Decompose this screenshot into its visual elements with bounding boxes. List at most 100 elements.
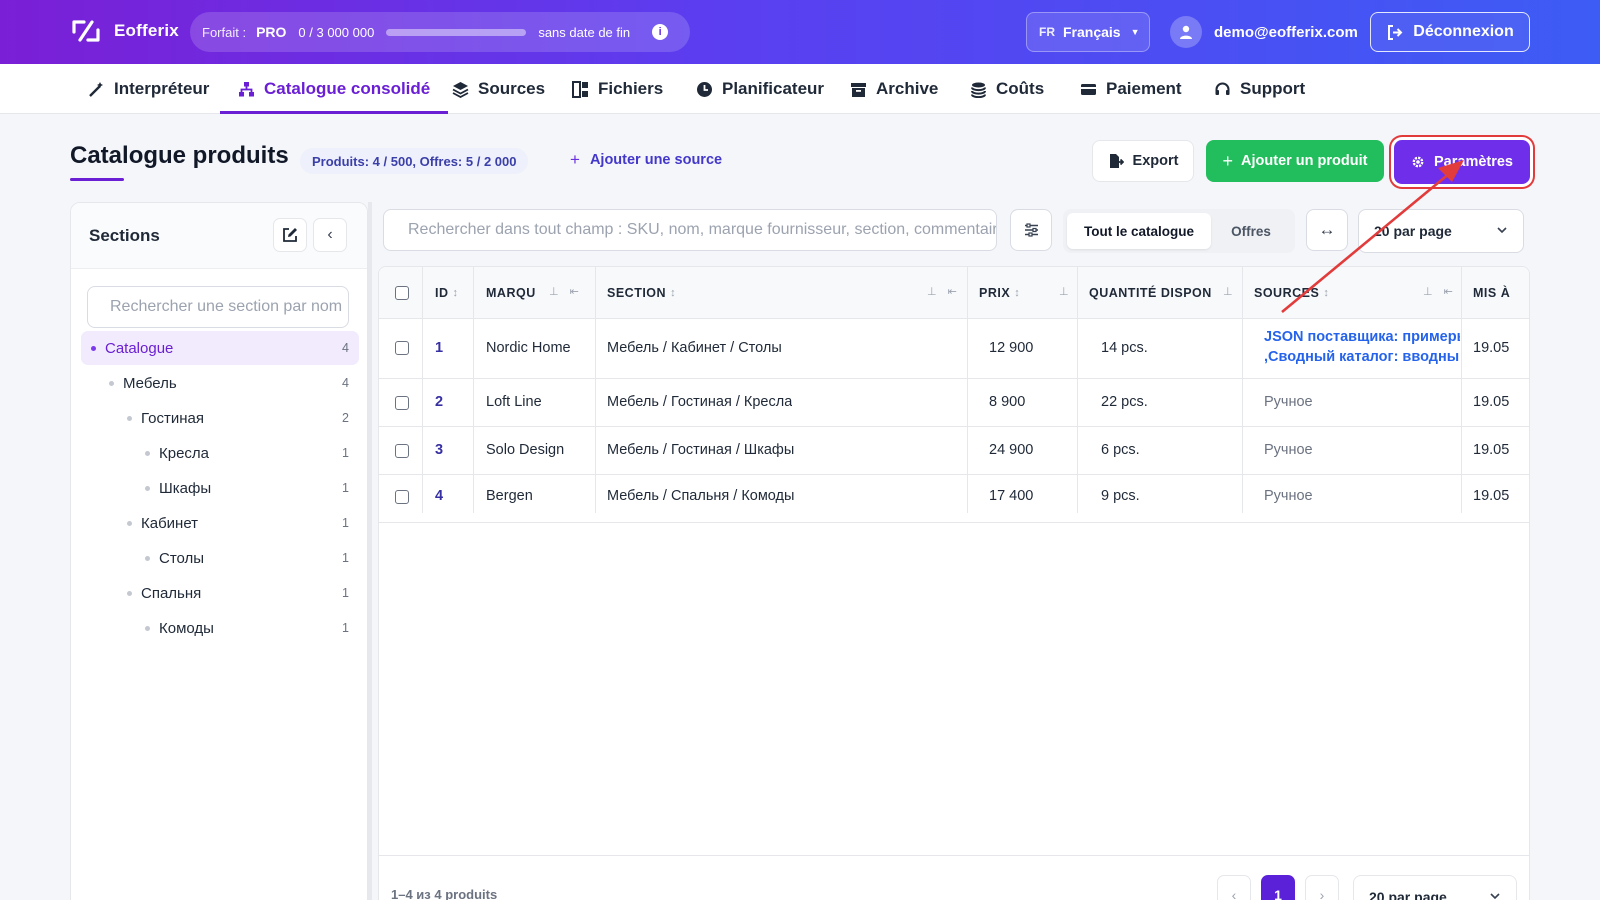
- add-source-link[interactable]: + Ajouter une source: [570, 150, 722, 170]
- row-checkbox[interactable]: [395, 341, 409, 355]
- table-row[interactable]: 1 Nordic Home Мебель / Кабинет / Столы 1…: [379, 319, 1529, 379]
- tree-label: Catalogue: [105, 339, 174, 357]
- export-button[interactable]: Export: [1092, 140, 1194, 182]
- column-title: SOURCES: [1254, 286, 1320, 300]
- edit-sections-button[interactable]: [273, 218, 307, 252]
- column-header-brand[interactable]: MARQU: [486, 267, 546, 319]
- nav-item-planificateur[interactable]: Planificateur: [696, 64, 824, 114]
- nav-label: Sources: [478, 79, 546, 98]
- nav-item-catalogue[interactable]: Catalogue consolidé: [219, 64, 449, 114]
- table-row[interactable]: 3 Solo Design Мебель / Гостиная / Шкафы …: [379, 427, 1529, 475]
- column-header-quantity[interactable]: QUANTITÉ DISPON: [1089, 267, 1215, 319]
- prev-page-button[interactable]: ‹: [1217, 875, 1251, 900]
- tree-item-mebel[interactable]: Мебель 4: [109, 366, 349, 400]
- row-section: Мебель / Гостиная / Шкафы: [607, 442, 795, 458]
- plus-icon: +: [1222, 150, 1234, 171]
- nav-item-sources[interactable]: Sources: [452, 64, 545, 114]
- logout-button[interactable]: Déconnexion: [1370, 12, 1530, 52]
- table-row[interactable]: 2 Loft Line Мебель / Гостиная / Кресла 8…: [379, 379, 1529, 427]
- add-product-button[interactable]: + Ajouter un produit: [1206, 140, 1384, 182]
- table-row[interactable]: 4 Bergen Мебель / Спальня / Комоды 17 40…: [379, 475, 1529, 523]
- pagination-summary: 1–4 из 4 produits: [391, 887, 498, 900]
- column-title: PRIX: [979, 286, 1011, 300]
- page-1-button[interactable]: 1: [1261, 875, 1295, 900]
- column-header-price[interactable]: PRIX ↕: [979, 267, 1039, 319]
- info-icon[interactable]: i: [652, 24, 669, 40]
- row-brand: Loft Line: [486, 394, 542, 410]
- nav-label: Catalogue consolidé: [264, 79, 431, 98]
- nav-item-paiement[interactable]: Paiement: [1080, 64, 1182, 114]
- section-search-placeholder: Rechercher une section par nom: [110, 298, 343, 315]
- sidebar-resize-handle[interactable]: [368, 202, 372, 900]
- tree-item-catalogue[interactable]: Catalogue 4: [81, 331, 359, 365]
- catalog-search-input[interactable]: Rechercher dans tout champ : SKU, nom, m…: [383, 209, 997, 251]
- pin-icon[interactable]: ⊥: [927, 286, 937, 298]
- row-source-link[interactable]: ,Сводный каталог: вводный пр: [1264, 349, 1460, 365]
- tree-count: 1: [342, 446, 349, 460]
- column-tools-quantity: ⊥: [1223, 285, 1233, 298]
- column-header-section[interactable]: SECTION ↕: [607, 267, 727, 319]
- column-width-button[interactable]: ↔: [1306, 209, 1348, 251]
- row-id[interactable]: 4: [435, 488, 444, 504]
- row-checkbox[interactable]: [395, 396, 409, 410]
- tree-bullet: [145, 485, 150, 491]
- collapse-sidebar-button[interactable]: ‹: [313, 218, 347, 252]
- select-all-checkbox[interactable]: [395, 286, 409, 300]
- tree-count: 4: [342, 341, 349, 355]
- pin-icon[interactable]: ⊥: [1059, 286, 1069, 298]
- nav-item-support[interactable]: Support: [1214, 64, 1305, 114]
- nav-item-archive[interactable]: Archive: [850, 64, 938, 114]
- tree-item-kabinet[interactable]: Кабинет 1: [127, 506, 349, 540]
- language-select[interactable]: FR Français ▼: [1026, 12, 1150, 52]
- tree-item-spalnya[interactable]: Спальня 1: [127, 576, 349, 610]
- pin-icon[interactable]: ⊥: [1223, 286, 1233, 298]
- row-id[interactable]: 1: [435, 340, 444, 356]
- pin-icon[interactable]: ⊥: [549, 286, 559, 298]
- nav-item-interpreteur[interactable]: Interpréteur: [88, 64, 209, 114]
- column-tools-sources: ⊥ ⇤: [1423, 285, 1453, 298]
- nav-item-couts[interactable]: Coûts: [970, 64, 1044, 114]
- column-header-updated[interactable]: MIS À: [1473, 267, 1529, 319]
- pin-icon[interactable]: ⊥: [1423, 286, 1433, 298]
- nav-label: Paiement: [1106, 79, 1182, 98]
- row-source: Ручное: [1264, 442, 1313, 458]
- section-search-input[interactable]: Rechercher une section par nom: [87, 286, 349, 328]
- tab-offers[interactable]: Offres: [1231, 223, 1271, 239]
- tree-item-kresla[interactable]: Кресла 1: [145, 436, 349, 470]
- collapse-icon[interactable]: ⇤: [1443, 286, 1453, 298]
- table-toolbar: Rechercher dans tout champ : SKU, nom, m…: [378, 202, 1530, 260]
- tab-whole-catalog[interactable]: Tout le catalogue: [1067, 213, 1211, 249]
- column-header-id[interactable]: ID ↕: [435, 267, 475, 319]
- collapse-icon[interactable]: ⇤: [569, 286, 579, 298]
- row-price: 17 400: [989, 488, 1034, 504]
- tree-item-shkafy[interactable]: Шкафы 1: [145, 471, 349, 505]
- nav-item-fichiers[interactable]: Fichiers: [572, 64, 663, 114]
- row-checkbox[interactable]: [395, 490, 409, 504]
- credit-card-icon: [1081, 83, 1096, 95]
- tree-label: Спальня: [141, 584, 202, 602]
- user-menu[interactable]: demo@eofferix.com: [1170, 16, 1358, 48]
- row-updated: 19.05: [1473, 488, 1510, 504]
- settings-button[interactable]: Paramètres: [1394, 140, 1530, 184]
- row-checkbox[interactable]: [395, 444, 409, 458]
- tree-item-komody[interactable]: Комоды 1: [145, 611, 349, 645]
- row-updated: 19.05: [1473, 394, 1510, 410]
- tree-count: 1: [342, 551, 349, 565]
- sort-icon: ↕: [452, 287, 459, 299]
- filters-button[interactable]: [1010, 209, 1052, 251]
- row-id[interactable]: 2: [435, 394, 444, 410]
- tree-item-stoly[interactable]: Столы 1: [145, 541, 349, 575]
- footer-per-page-select[interactable]: 20 par page: [1353, 875, 1517, 900]
- next-page-button[interactable]: ›: [1305, 875, 1339, 900]
- gear-icon: [1412, 156, 1424, 168]
- tree-label: Кресла: [159, 444, 210, 462]
- tree-item-gostinaya[interactable]: Гостиная 2: [127, 401, 349, 435]
- row-id[interactable]: 3: [435, 442, 444, 458]
- brand-logo[interactable]: Eofferix: [70, 18, 179, 44]
- per-page-select[interactable]: 20 par page: [1358, 209, 1524, 253]
- column-header-sources[interactable]: SOURCES ↕: [1254, 267, 1344, 319]
- row-source-link[interactable]: JSON поставщика: примеры п: [1264, 329, 1460, 345]
- layers-icon: [452, 81, 469, 98]
- collapse-icon[interactable]: ⇤: [947, 286, 957, 298]
- tree-count: 4: [342, 376, 349, 390]
